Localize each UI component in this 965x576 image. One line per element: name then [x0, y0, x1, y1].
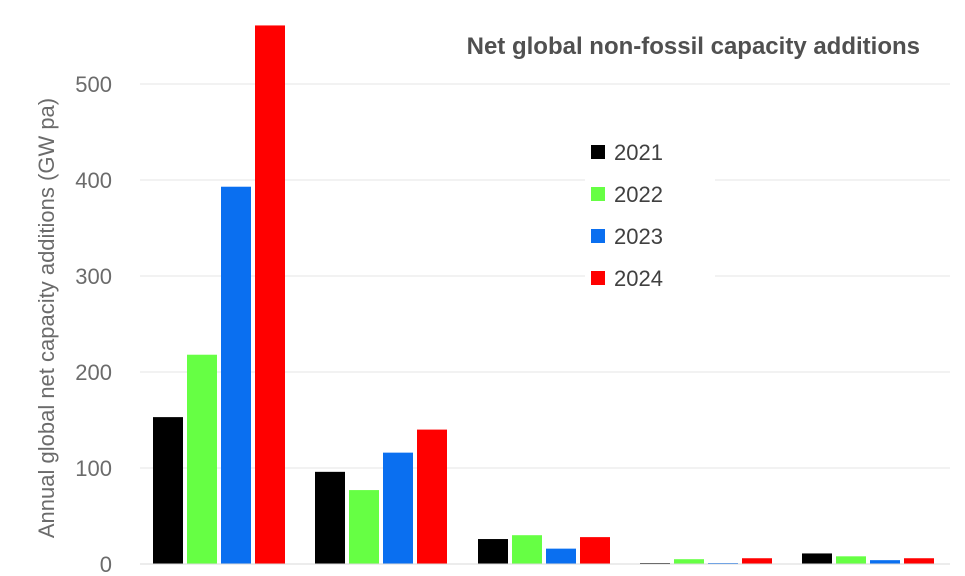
- bar-2023-group-5: [870, 560, 900, 564]
- bar-2024-group-5: [904, 558, 934, 564]
- bar-2022-group-3: [512, 535, 542, 564]
- y-tick-label: 0: [100, 552, 112, 576]
- bar-2021-group-1: [153, 417, 183, 564]
- bar-2023-group-2: [383, 452, 413, 564]
- legend-label-2023: 2023: [614, 224, 663, 249]
- bar-2023-group-3: [546, 548, 576, 564]
- y-axis-title: Annual global net capacity additions (GW…: [34, 98, 59, 538]
- y-tick-label: 200: [75, 360, 112, 385]
- legend-swatch-2022: [591, 187, 605, 201]
- bar-2021-group-5: [802, 553, 832, 564]
- bar-2022-group-1: [187, 354, 217, 564]
- y-tick-label: 300: [75, 264, 112, 289]
- bar-2024-group-4: [742, 558, 772, 564]
- bar-2022-group-4: [674, 559, 704, 564]
- y-tick-label: 100: [75, 456, 112, 481]
- bar-2022-group-2: [349, 490, 379, 564]
- bar-2024-group-1: [255, 25, 285, 564]
- y-tick-label: 500: [75, 72, 112, 97]
- y-axis-ticks: 0 100 200 300 400 500: [75, 72, 112, 576]
- legend-swatch-2023: [591, 229, 605, 243]
- bar-2023-group-1: [221, 186, 251, 564]
- legend-swatch-2024: [591, 271, 605, 285]
- y-tick-label: 400: [75, 168, 112, 193]
- chart-title: Net global non-fossil capacity additions: [467, 33, 920, 60]
- bar-2024-group-2: [417, 429, 447, 564]
- bar-2021-group-3: [478, 539, 508, 564]
- legend-background: [585, 132, 715, 302]
- bar-2024-group-3: [580, 537, 610, 564]
- bar-2021-group-2: [315, 471, 345, 564]
- bars: [153, 25, 934, 564]
- bar-2022-group-5: [836, 556, 866, 564]
- legend-swatch-2021: [591, 145, 605, 159]
- legend-label-2024: 2024: [614, 266, 663, 291]
- legend: 2021 2022 2023 2024: [591, 140, 663, 291]
- legend-label-2022: 2022: [614, 182, 663, 207]
- legend-label-2021: 2021: [614, 140, 663, 165]
